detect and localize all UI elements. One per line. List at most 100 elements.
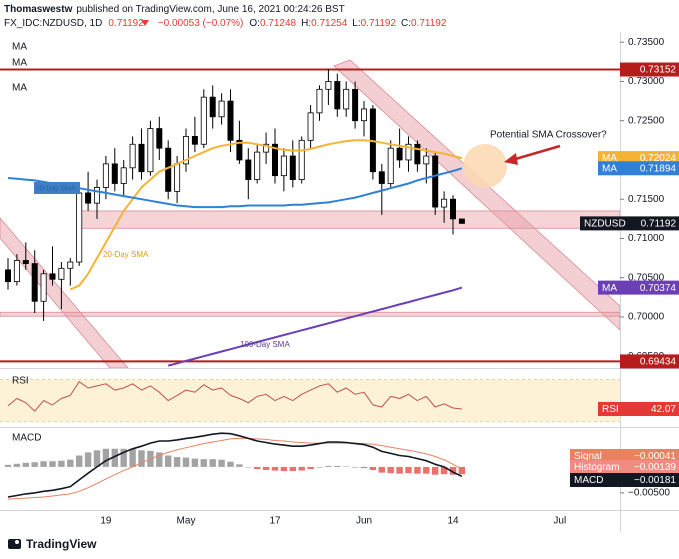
histogram-bar bbox=[289, 466, 296, 472]
histogram-bar bbox=[209, 459, 216, 467]
candle-body bbox=[5, 269, 11, 283]
symbol-line: FX_IDC:NZDUSD, 1D 0.71192 −0.00053 (−0.07%… bbox=[4, 18, 447, 29]
candle-body bbox=[227, 100, 234, 141]
y-tick-label: 0.71000 bbox=[628, 233, 665, 244]
candle-body bbox=[289, 155, 296, 180]
moving-average bbox=[7, 167, 463, 209]
candle-body bbox=[316, 88, 323, 114]
histogram-bar bbox=[84, 452, 92, 467]
histogram-bar bbox=[378, 466, 385, 473]
moving-average bbox=[167, 286, 463, 367]
candle-body bbox=[218, 100, 225, 118]
candle-body bbox=[396, 147, 403, 161]
price-tag bbox=[598, 280, 679, 295]
price-tag-name: MACD bbox=[574, 475, 603, 486]
histogram-bar bbox=[218, 459, 225, 467]
arrow-shaft bbox=[511, 144, 561, 162]
price-tag-value: −0.00041 bbox=[634, 451, 676, 462]
candle-body bbox=[191, 136, 198, 145]
candle-body bbox=[360, 108, 367, 122]
candle-body bbox=[182, 136, 189, 165]
histogram-bar bbox=[440, 466, 448, 475]
histogram-bar bbox=[138, 450, 145, 467]
candle-body bbox=[271, 143, 278, 177]
candle-body bbox=[254, 151, 261, 180]
histogram-bar bbox=[173, 457, 181, 467]
x-tick-label: 19 bbox=[100, 516, 112, 527]
histogram-bar bbox=[40, 461, 47, 467]
trend-channel bbox=[0, 217, 129, 368]
histogram-bar bbox=[343, 466, 350, 467]
legend-entry: MA bbox=[12, 83, 27, 94]
price-tag-name: MA bbox=[602, 153, 617, 164]
candle-body bbox=[120, 167, 127, 184]
histogram-bar bbox=[316, 466, 323, 468]
ohlc-key: L: bbox=[352, 18, 360, 29]
pane-title: RSI bbox=[12, 376, 29, 387]
price-tag-value: 0.73152 bbox=[640, 65, 677, 76]
histogram-bar bbox=[22, 462, 29, 467]
histogram-bar bbox=[414, 466, 421, 474]
histogram-bar bbox=[67, 459, 74, 467]
footer-brand: TradingView bbox=[26, 537, 97, 551]
histogram-bar bbox=[245, 466, 252, 468]
header-line: Thomaswestw published on TradingView.com,… bbox=[4, 4, 345, 15]
histogram-bar bbox=[76, 455, 83, 467]
annotation: 100-Day SMA bbox=[240, 340, 290, 349]
rsi-pane bbox=[0, 379, 620, 423]
candle-body bbox=[49, 273, 56, 280]
ohlc-value: 0.71192 bbox=[361, 18, 397, 29]
histogram-bar bbox=[200, 459, 207, 467]
price-tag-value: 0.70374 bbox=[640, 283, 677, 294]
histogram-bar bbox=[280, 466, 288, 472]
histogram-bar bbox=[120, 448, 127, 467]
macd-line bbox=[7, 437, 463, 500]
price-tag-name: Signal bbox=[574, 451, 602, 462]
price-tag-name: MA bbox=[602, 163, 617, 174]
x-tick-label: May bbox=[177, 516, 196, 527]
symbol: FX_IDC:NZDUSD, 1D bbox=[4, 18, 102, 29]
y-tick-label: 0.70000 bbox=[628, 312, 665, 323]
price-tag-name: MA bbox=[602, 283, 617, 294]
rsi-band bbox=[0, 379, 620, 422]
ohlc-value: 0.71192 bbox=[411, 18, 447, 29]
ohlc-value: 0.71248 bbox=[260, 18, 297, 29]
candle-body bbox=[31, 263, 38, 302]
annotation: Potential SMA Crossover? bbox=[490, 130, 607, 141]
candle-body bbox=[209, 96, 216, 118]
candle-body bbox=[76, 192, 83, 263]
histogram-bar bbox=[156, 452, 163, 467]
price-tag-value: 0.71894 bbox=[640, 163, 677, 174]
candle-body bbox=[94, 187, 101, 204]
histogram-bar bbox=[458, 466, 466, 475]
candle-body bbox=[129, 143, 136, 169]
published: published on TradingView.com, June 16, 2… bbox=[76, 4, 344, 15]
candle-body bbox=[85, 192, 92, 204]
candle-body bbox=[334, 81, 341, 110]
candle-body bbox=[325, 81, 332, 90]
candle-body bbox=[432, 155, 439, 208]
histogram-bar bbox=[227, 461, 234, 467]
price-tag-value: 0.69434 bbox=[640, 357, 677, 368]
macd-pane bbox=[4, 432, 466, 500]
histogram-bar bbox=[254, 466, 261, 469]
logo bbox=[15, 540, 19, 544]
y-tick-label: 0.72500 bbox=[628, 115, 665, 126]
price-tag bbox=[598, 161, 679, 176]
last-price: 0.71192 bbox=[108, 18, 144, 29]
histogram-bar bbox=[334, 465, 341, 467]
candle-body bbox=[449, 198, 456, 220]
candle-body bbox=[200, 96, 207, 145]
histogram-bar bbox=[360, 466, 368, 468]
histogram-bar bbox=[49, 461, 56, 467]
histogram-bar bbox=[58, 460, 65, 467]
price-tag-name: Histogram bbox=[574, 462, 620, 473]
candle-body bbox=[378, 171, 385, 184]
y-tick-label: 0.70500 bbox=[628, 272, 665, 283]
ohlc-key: O: bbox=[249, 18, 260, 29]
down-arrow bbox=[141, 20, 149, 26]
x-tick-label: 17 bbox=[269, 516, 281, 527]
candle-body bbox=[165, 147, 172, 192]
candle-body bbox=[174, 163, 181, 192]
candle-body bbox=[67, 261, 74, 269]
